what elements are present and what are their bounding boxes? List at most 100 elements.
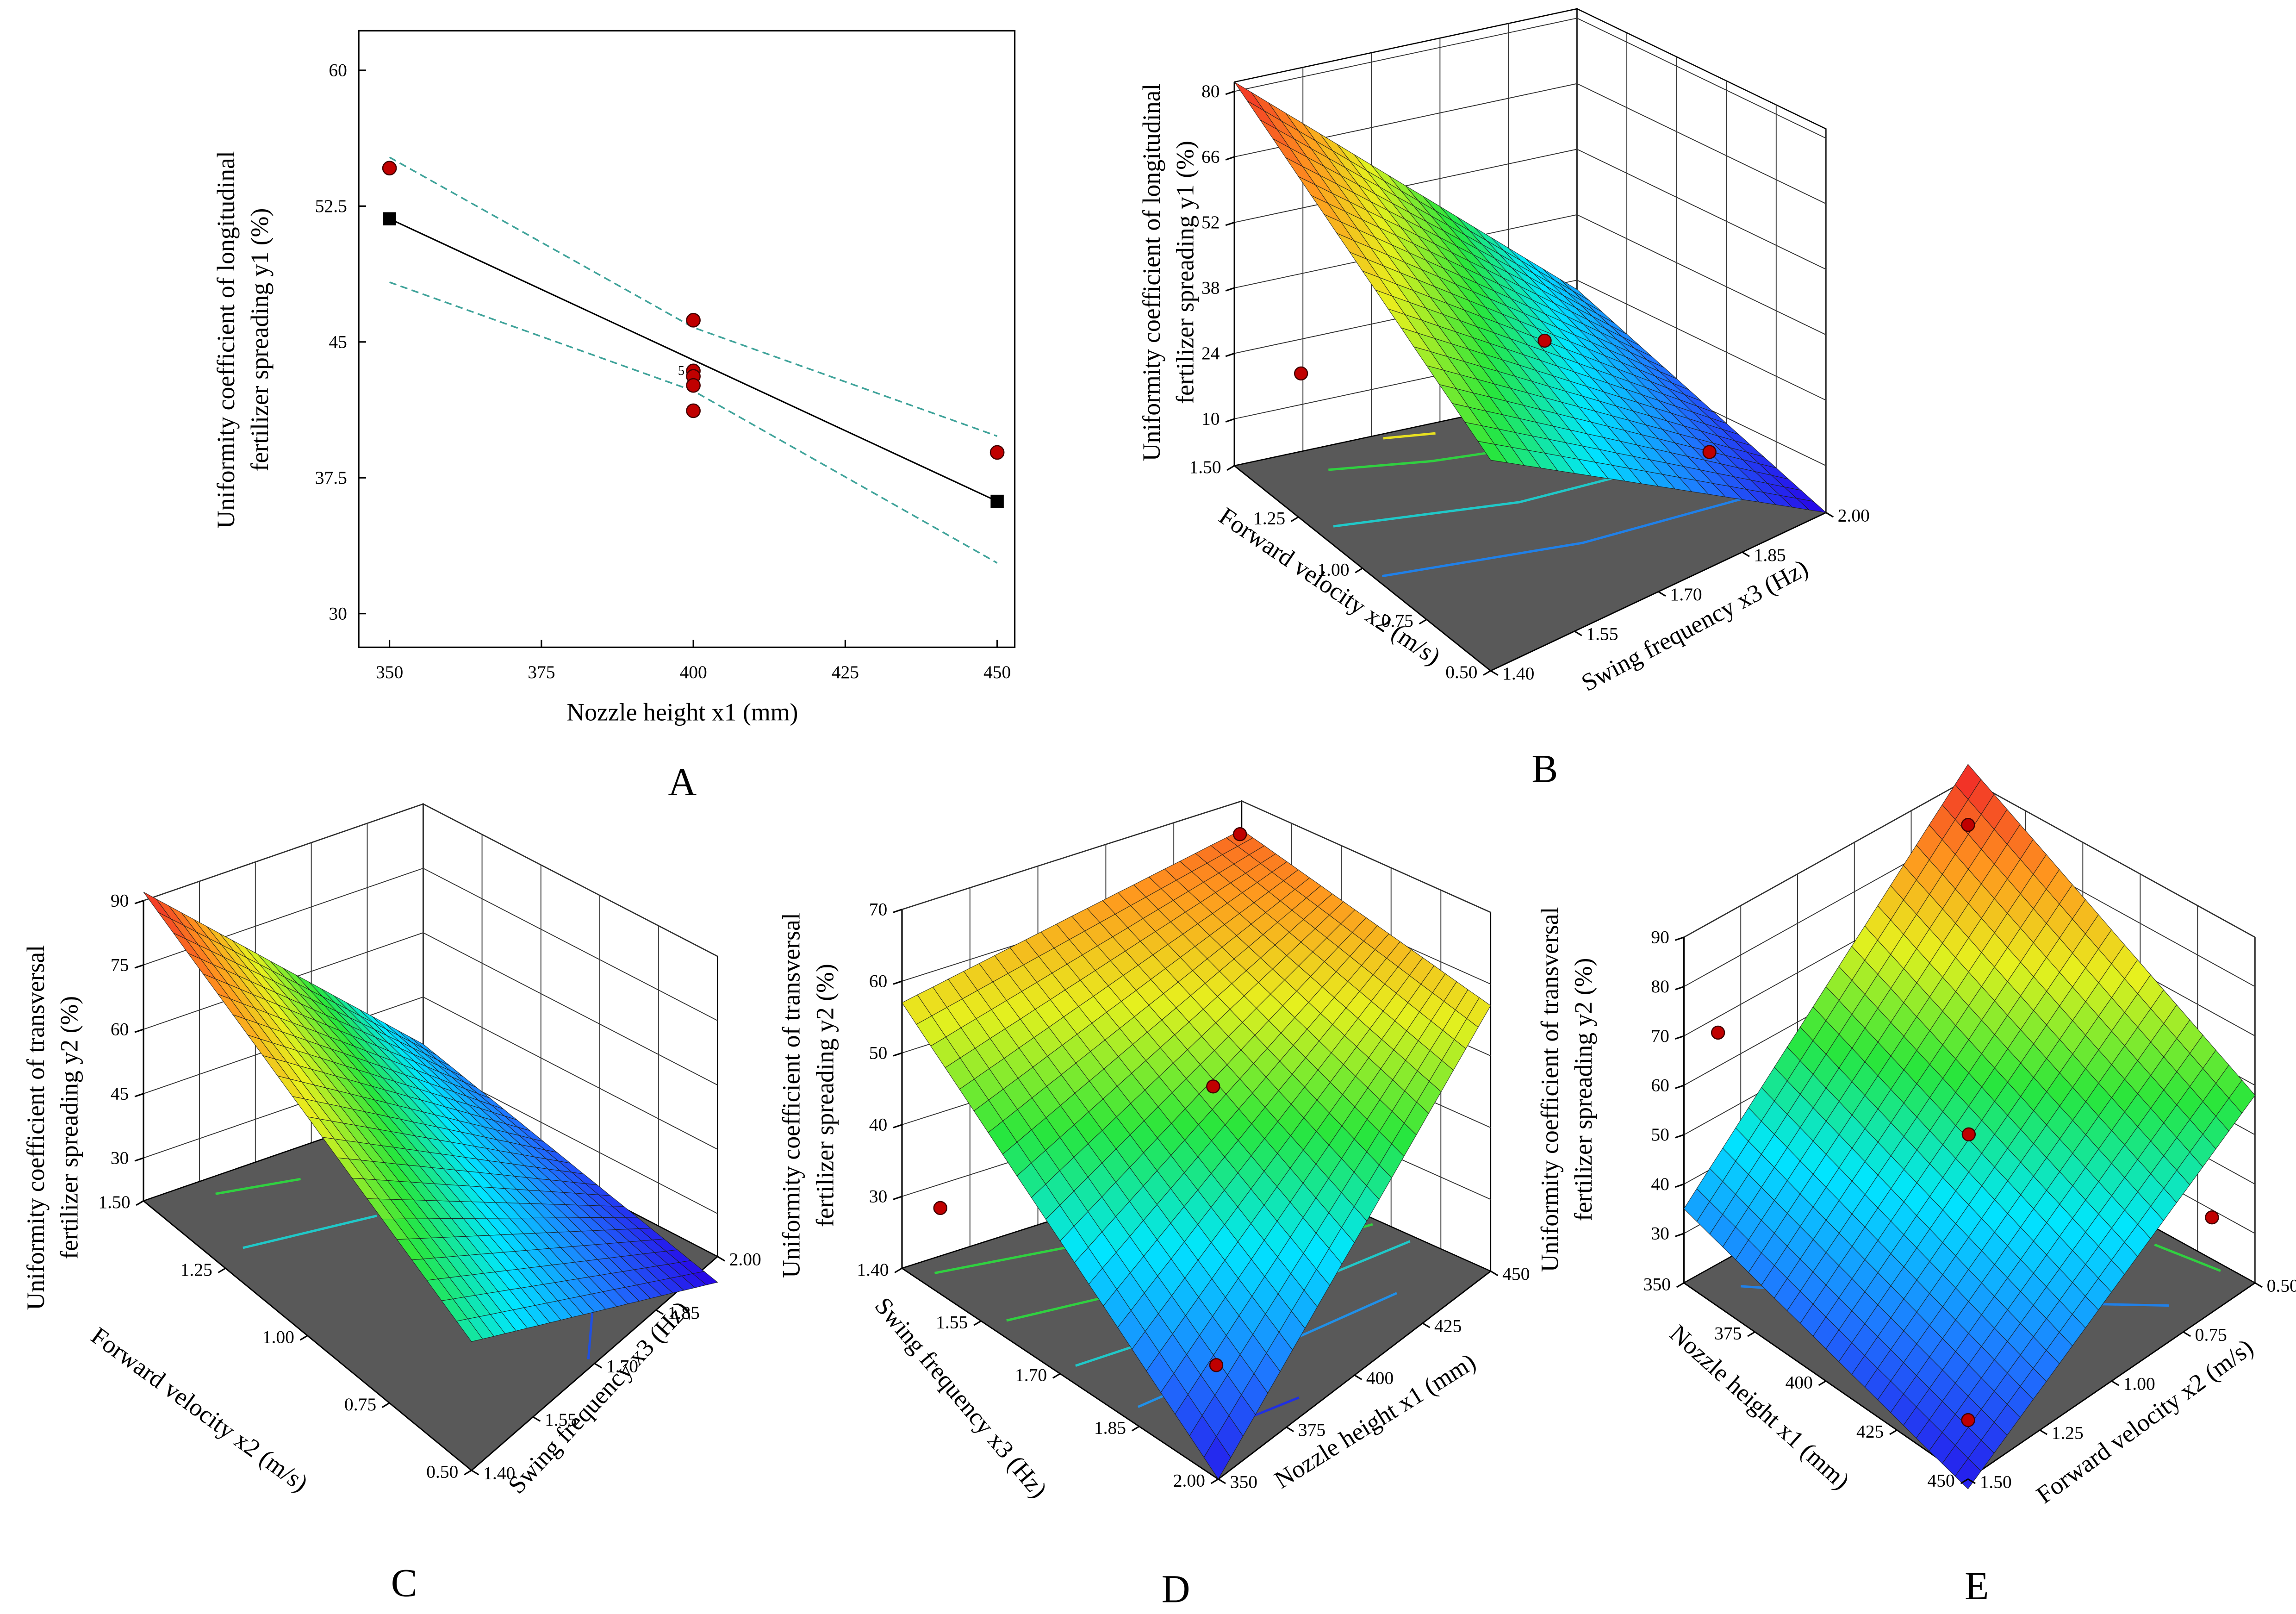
y-tick-label: 1.70 — [1670, 584, 1702, 604]
x-tick-mark — [1889, 1429, 1898, 1435]
panel-a-data-point — [686, 403, 701, 418]
panel-d-z-axis-label-line1: Uniformity coefficient of transversal — [777, 913, 805, 1278]
y-tick-mark — [2183, 1331, 2191, 1337]
x-tick-mark — [1676, 1282, 1685, 1288]
panel-e-surface — [1683, 764, 2256, 1489]
x-tick-label: 1.85 — [1094, 1417, 1126, 1438]
y-tick-mark — [1354, 1374, 1363, 1380]
y-tick-label: 1.50 — [1980, 1472, 2012, 1492]
floor-contour — [243, 1215, 377, 1249]
z-tick-mark — [893, 909, 902, 913]
y-tick-mark — [2111, 1380, 2119, 1386]
x-tick-mark — [1960, 1478, 1969, 1484]
panel-a-y-tick-label: 45 — [329, 331, 347, 352]
y-tick-label: 1.55 — [1586, 624, 1618, 644]
panel-b-ticks: 10 24 38 52 66 80 1.50 1.25 1.00 0.75 0.50 2.00 1.85… — [1189, 81, 1870, 684]
x-tick-mark — [894, 1267, 902, 1273]
design-point — [2205, 1210, 2219, 1225]
panel-c-z-axis-label-line1: Uniformity coefficient of transversal — [22, 945, 50, 1310]
z-tick-label: 30 — [111, 1147, 129, 1168]
x-tick-label: 1.25 — [1253, 508, 1285, 529]
panel-a-x-axis-label: Nozzle height x1 (mm) — [566, 698, 798, 726]
x-tick-label: 375 — [1714, 1323, 1742, 1343]
z-tick-mark — [134, 1093, 144, 1097]
y-tick-mark — [717, 1256, 725, 1262]
x-tick-label: 1.70 — [1015, 1365, 1047, 1385]
z-tick-mark — [1225, 156, 1235, 161]
panel-a-y-tick-label: 37.5 — [315, 467, 347, 488]
x-tick-label: 400 — [1786, 1372, 1813, 1392]
wall-gridline — [1234, 214, 1826, 336]
z-tick-label: 30 — [869, 1186, 888, 1207]
panel-c-chart: 30 45 60 75 90 1.50 1.25 1.00 0.75 0.50 2.00 1.85 1.… — [22, 803, 761, 1605]
y-tick-mark — [2039, 1429, 2047, 1435]
panel-b-points — [1294, 333, 1717, 459]
y-tick-label: 1.00 — [2123, 1374, 2155, 1394]
surface-cell — [2228, 1079, 2256, 1114]
y-tick-label: 400 — [1366, 1368, 1394, 1388]
panel-d-points — [933, 827, 1247, 1372]
z-tick-label: 30 — [1651, 1223, 1669, 1244]
x-tick-mark — [299, 1335, 308, 1341]
panel-c-z-axis-label-line2: fertilizer spreading y2 (%) — [56, 996, 83, 1259]
wall-gridline — [143, 803, 718, 957]
z-tick-mark — [893, 1124, 902, 1128]
z-tick-mark — [1675, 1084, 1684, 1089]
panel-a-y-tick-label: 52.5 — [315, 196, 347, 216]
panel-a-prediction-line — [389, 218, 998, 502]
panel-a-endpoint-marker — [383, 212, 396, 225]
z-tick-mark — [1675, 1035, 1684, 1040]
y-tick-label: 375 — [1298, 1420, 1325, 1440]
panel-a-x-tick-label: 450 — [983, 662, 1011, 682]
z-tick-label: 66 — [1201, 147, 1220, 167]
panel-d-ticks: 30 40 50 60 70 1.40 1.55 1.70 1.85 2.00 450 425 400 3… — [857, 899, 1530, 1492]
y-tick-label: 1.55 — [545, 1409, 577, 1430]
z-tick-mark — [1225, 418, 1235, 423]
z-tick-mark — [1225, 353, 1235, 357]
x-tick-label: 425 — [1856, 1421, 1884, 1441]
panel-a-data-point — [686, 378, 701, 393]
z-tick-mark — [1225, 90, 1235, 95]
panel-c-surface — [143, 891, 718, 1342]
z-tick-mark — [893, 980, 902, 985]
surface-cell — [1466, 997, 1491, 1028]
z-tick-label: 70 — [1651, 1026, 1669, 1046]
z-tick-label: 40 — [1651, 1174, 1669, 1194]
y-tick-mark — [1422, 1322, 1431, 1328]
y-tick-label: 0.50 — [2267, 1276, 2296, 1296]
z-tick-label: 52 — [1201, 212, 1220, 232]
z-tick-mark — [1225, 287, 1235, 292]
z-tick-label: 90 — [1651, 927, 1669, 947]
y-tick-mark — [471, 1470, 479, 1476]
design-point — [933, 1201, 947, 1215]
z-tick-label: 40 — [869, 1115, 888, 1135]
x-tick-mark — [1131, 1426, 1140, 1432]
panel-a-letter: A — [668, 760, 697, 804]
design-point — [1961, 818, 1975, 832]
z-tick-mark — [893, 1052, 902, 1057]
panel-e-z-axis-label-line2: fertilizer spreading y2 (%) — [1569, 958, 1597, 1221]
y-tick-mark — [1574, 630, 1582, 636]
x-tick-mark — [1818, 1380, 1827, 1386]
wall-gridline — [143, 996, 718, 1150]
y-tick-label: 1.85 — [668, 1302, 700, 1323]
y-tick-label: 450 — [1502, 1264, 1530, 1284]
z-tick-label: 80 — [1201, 81, 1220, 101]
z-tick-mark — [134, 900, 144, 904]
design-point — [1294, 366, 1308, 381]
wall-gridline — [1234, 83, 1826, 204]
z-tick-mark — [1675, 1233, 1684, 1237]
floor-contour — [1328, 451, 1491, 471]
panel-a-data-point — [382, 161, 397, 175]
z-tick-label: 90 — [111, 890, 129, 910]
wall-gridline — [143, 867, 718, 1021]
panel-a-y-axis-label-line1: Uniformity coefficient of longitudinal — [212, 151, 240, 529]
panel-a-y-axis-label-line2: fertilizer spreading y1 (%) — [246, 208, 274, 472]
panel-d-chart: 30 40 50 60 70 1.40 1.55 1.70 1.85 2.00 450 425 400 3… — [777, 800, 1530, 1611]
design-point — [1961, 1413, 1975, 1427]
y-tick-mark — [1658, 591, 1666, 597]
x-tick-mark — [218, 1267, 226, 1273]
z-tick-mark — [1675, 936, 1684, 941]
